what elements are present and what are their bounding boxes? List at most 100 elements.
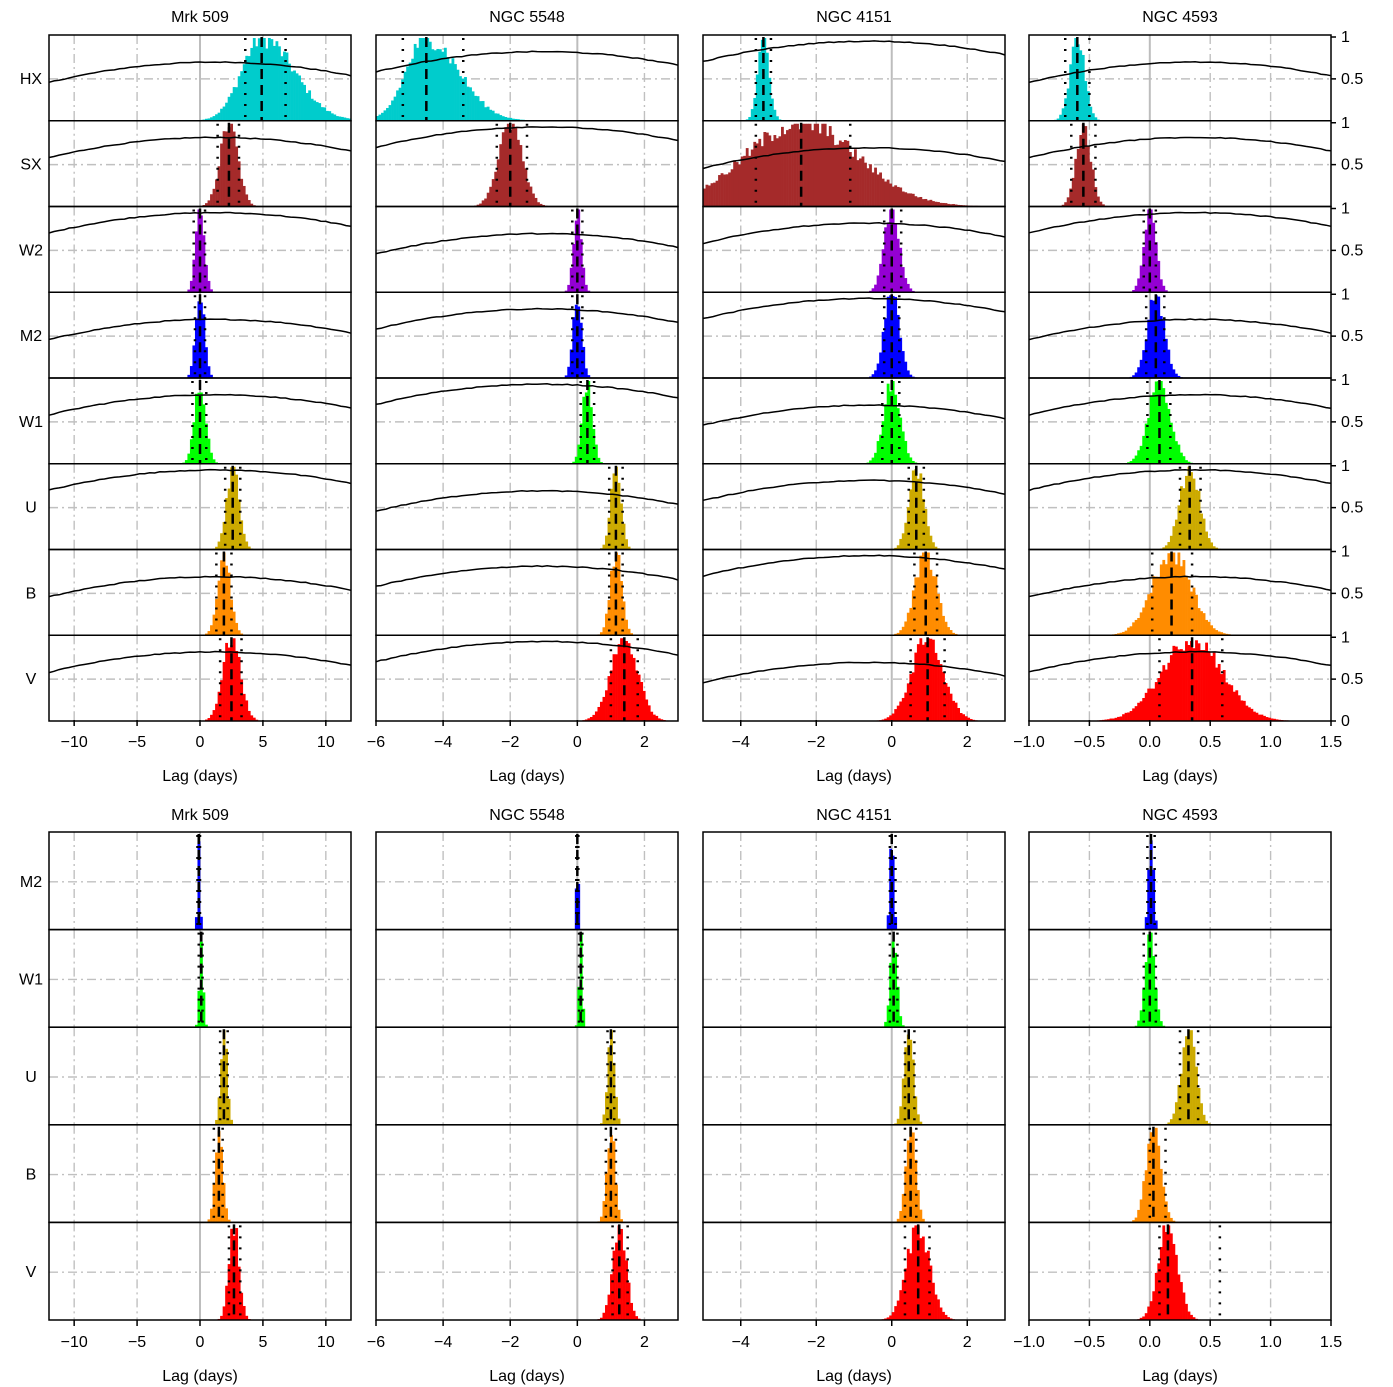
- hist-bar-ngc-4151-v-top: [919, 638, 923, 721]
- hist-bar-mrk-509-b-top: [210, 625, 213, 636]
- hist-bar-ngc-4151-w1-top: [901, 431, 905, 464]
- hist-bar-ngc-5548-sx-top: [499, 144, 503, 207]
- x-tick-label-ngc-5548-bottom: −4: [434, 1334, 452, 1351]
- hist-bar-ngc-4593-u-bottom: [1202, 1114, 1206, 1125]
- hist-bar-ngc-4593-m2-top: [1152, 300, 1156, 378]
- hist-bar-ngc-4593-w1-top: [1187, 461, 1191, 464]
- hist-bar-ngc-5548-hx-top: [516, 119, 520, 121]
- hist-bar-mrk-509-b-top: [232, 611, 236, 636]
- hist-bar-ngc-4593-v-bottom: [1144, 1313, 1148, 1320]
- hist-bar-ngc-4151-v-top: [959, 713, 963, 721]
- hist-bar-ngc-4593-w2-top: [1147, 209, 1151, 293]
- hist-bar-ngc-5548-m2-top: [564, 375, 568, 378]
- hist-bar-ngc-5548-u-top: [610, 488, 613, 550]
- x-tick-label-ngc-5548-top: −4: [434, 734, 452, 751]
- hist-bar-mrk-509-sx-top: [207, 200, 211, 207]
- hist-bar-ngc-4151-w1-top: [909, 457, 913, 464]
- hist-bar-ngc-5548-v-bottom: [622, 1250, 626, 1320]
- hist-bar-ngc-5548-sx-top: [529, 186, 533, 207]
- hist-bar-ngc-4593-v-top: [1182, 650, 1186, 721]
- hist-bar-ngc-5548-hx-top: [469, 87, 472, 121]
- hist-bar-ngc-4151-sx-top: [884, 181, 888, 207]
- hist-bar-ngc-4593-v-bottom: [1159, 1246, 1163, 1320]
- hist-bar-ngc-4593-v-top: [1180, 649, 1183, 721]
- hist-bar-ngc-5548-hx-top: [393, 96, 397, 121]
- hist-bar-ngc-4593-w1-bottom: [1152, 955, 1156, 1028]
- hist-bar-ngc-5548-b-top: [622, 601, 626, 636]
- hist-bar-ngc-4593-u-top: [1164, 545, 1168, 550]
- hist-bar-ngc-4593-v-top: [1164, 669, 1168, 721]
- hist-bar-ngc-5548-w2-top: [587, 290, 591, 293]
- hist-bar-ngc-5548-hx-top: [479, 101, 482, 121]
- hist-bar-ngc-4151-w1-top: [891, 381, 895, 464]
- hist-bar-ngc-4151-v-bottom: [919, 1238, 923, 1320]
- hist-bar-mrk-509-v-top: [242, 693, 246, 721]
- hist-bar-ngc-4593-sx-top: [1094, 187, 1098, 207]
- hist-bar-ngc-4593-b-top: [1215, 630, 1219, 636]
- x-tick-label-ngc-4593-bottom: 1.0: [1259, 1334, 1281, 1351]
- panel-frame-ngc-4151-u-bottom: [702, 1026, 1006, 1126]
- hist-bar-ngc-4151-sx-top: [934, 201, 938, 207]
- hist-bar-ngc-4593-u-top: [1172, 526, 1176, 550]
- hist-bar-ngc-4151-w1-top: [904, 440, 908, 464]
- hist-bar-ngc-4593-hx-top: [1089, 106, 1093, 121]
- right-tick-label-ngc-4593-b-top: 0.5: [1341, 585, 1363, 602]
- x-tick-label-ngc-4151-bottom: 2: [963, 1334, 972, 1351]
- hist-bar-mrk-509-u-top: [242, 533, 246, 550]
- hist-bar-ngc-4593-b-bottom: [1167, 1212, 1171, 1223]
- hist-bar-ngc-4593-sx-top: [1071, 177, 1075, 207]
- hist-bar-ngc-4151-sx-top: [755, 143, 759, 207]
- hist-bar-ngc-4593-v-top: [1129, 711, 1133, 721]
- hist-bar-mrk-509-sx-top: [220, 143, 223, 207]
- hist-bar-ngc-4151-u-bottom: [899, 1106, 903, 1125]
- hist-bar-ngc-4151-v-bottom: [942, 1311, 945, 1320]
- hist-bar-ngc-4593-b-top: [1127, 627, 1130, 636]
- band-label-b-top: B: [26, 585, 37, 602]
- hist-bar-ngc-4593-u-top: [1180, 486, 1183, 550]
- hist-bar-ngc-4151-sx-top: [937, 202, 940, 207]
- band-label-hx-top: HX: [20, 71, 43, 88]
- hist-bar-mrk-509-hx-top: [318, 103, 322, 121]
- hist-bar-ngc-4593-m2-top: [1169, 363, 1173, 378]
- ccf-curve-ngc-5548-m2-top: [375, 307, 679, 330]
- hist-bar-ngc-4593-b-top: [1139, 612, 1143, 636]
- right-tick-label-ngc-4593-v-top: 0: [1341, 713, 1350, 730]
- hist-bar-ngc-4151-sx-top: [914, 196, 918, 207]
- hist-bar-ngc-4593-v-top: [1217, 663, 1221, 721]
- hist-bar-ngc-4593-v-bottom: [1154, 1272, 1158, 1320]
- x-axis-label-ngc-4151-bottom: Lag (days): [816, 1368, 892, 1385]
- hist-bar-ngc-4593-w1-top: [1162, 388, 1166, 464]
- hist-bar-ngc-4593-b-bottom: [1134, 1217, 1138, 1223]
- hist-bar-mrk-509-v-top: [217, 691, 221, 721]
- hist-bar-ngc-4151-v-top: [916, 644, 920, 721]
- hist-bar-ngc-5548-m2-top: [572, 317, 576, 378]
- hist-bar-ngc-4151-w1-top: [889, 391, 893, 464]
- hist-bar-ngc-4151-v-bottom: [906, 1248, 910, 1320]
- hist-bar-ngc-4593-b-top: [1162, 559, 1166, 636]
- hist-bar-ngc-4151-sx-top: [718, 175, 721, 207]
- hist-bar-ngc-4151-hx-top: [770, 98, 774, 121]
- hist-bar-ngc-4593-v-bottom: [1169, 1233, 1173, 1320]
- hist-bar-ngc-5548-m2-top: [574, 304, 578, 378]
- hist-bar-ngc-4593-v-bottom: [1147, 1306, 1151, 1320]
- hist-bar-ngc-4593-m2-top: [1177, 375, 1181, 378]
- hist-bar-ngc-4593-w1-top: [1159, 381, 1163, 464]
- hist-bar-ngc-5548-u-top: [627, 546, 631, 550]
- hist-bar-ngc-4593-v-top: [1255, 712, 1259, 721]
- band-label-b-bottom: B: [26, 1167, 37, 1184]
- panel-frame-ngc-5548-v-top: [375, 634, 679, 722]
- hist-bar-ngc-4593-b-top: [1122, 631, 1125, 636]
- hist-bar-ngc-4593-v-top: [1107, 719, 1110, 721]
- hist-bar-ngc-5548-v-bottom: [630, 1302, 633, 1320]
- x-tick-label-ngc-5548-top: −2: [501, 734, 519, 751]
- hist-bar-ngc-4151-v-top: [949, 693, 953, 721]
- hist-bar-ngc-4151-sx-top: [866, 168, 870, 207]
- hist-bar-ngc-5548-b-bottom: [617, 1209, 621, 1223]
- hist-bar-ngc-5548-w1-top: [572, 461, 576, 464]
- hist-bar-mrk-509-hx-top: [303, 84, 306, 121]
- hist-bar-ngc-4593-u-top: [1169, 535, 1173, 550]
- hist-bar-mrk-509-hx-top: [345, 118, 349, 121]
- hist-bar-ngc-4593-v-top: [1157, 678, 1161, 721]
- hist-bar-ngc-4593-b-top: [1177, 552, 1181, 636]
- hist-bar-ngc-5548-w1-top: [599, 462, 603, 464]
